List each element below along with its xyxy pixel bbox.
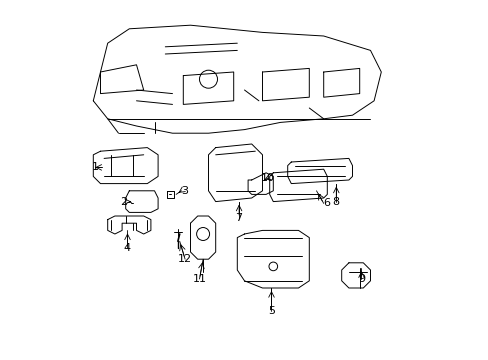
- Text: 6: 6: [323, 198, 330, 208]
- Text: 11: 11: [192, 274, 206, 284]
- Text: 5: 5: [267, 306, 274, 316]
- Text: 1: 1: [92, 162, 99, 172]
- Text: 7: 7: [235, 213, 242, 223]
- Text: 8: 8: [332, 197, 339, 207]
- Text: 9: 9: [357, 274, 365, 284]
- Text: 4: 4: [123, 243, 131, 253]
- Text: 12: 12: [178, 254, 192, 264]
- Text: 10: 10: [261, 173, 274, 183]
- Text: 2: 2: [120, 197, 127, 207]
- Text: 3: 3: [181, 186, 188, 196]
